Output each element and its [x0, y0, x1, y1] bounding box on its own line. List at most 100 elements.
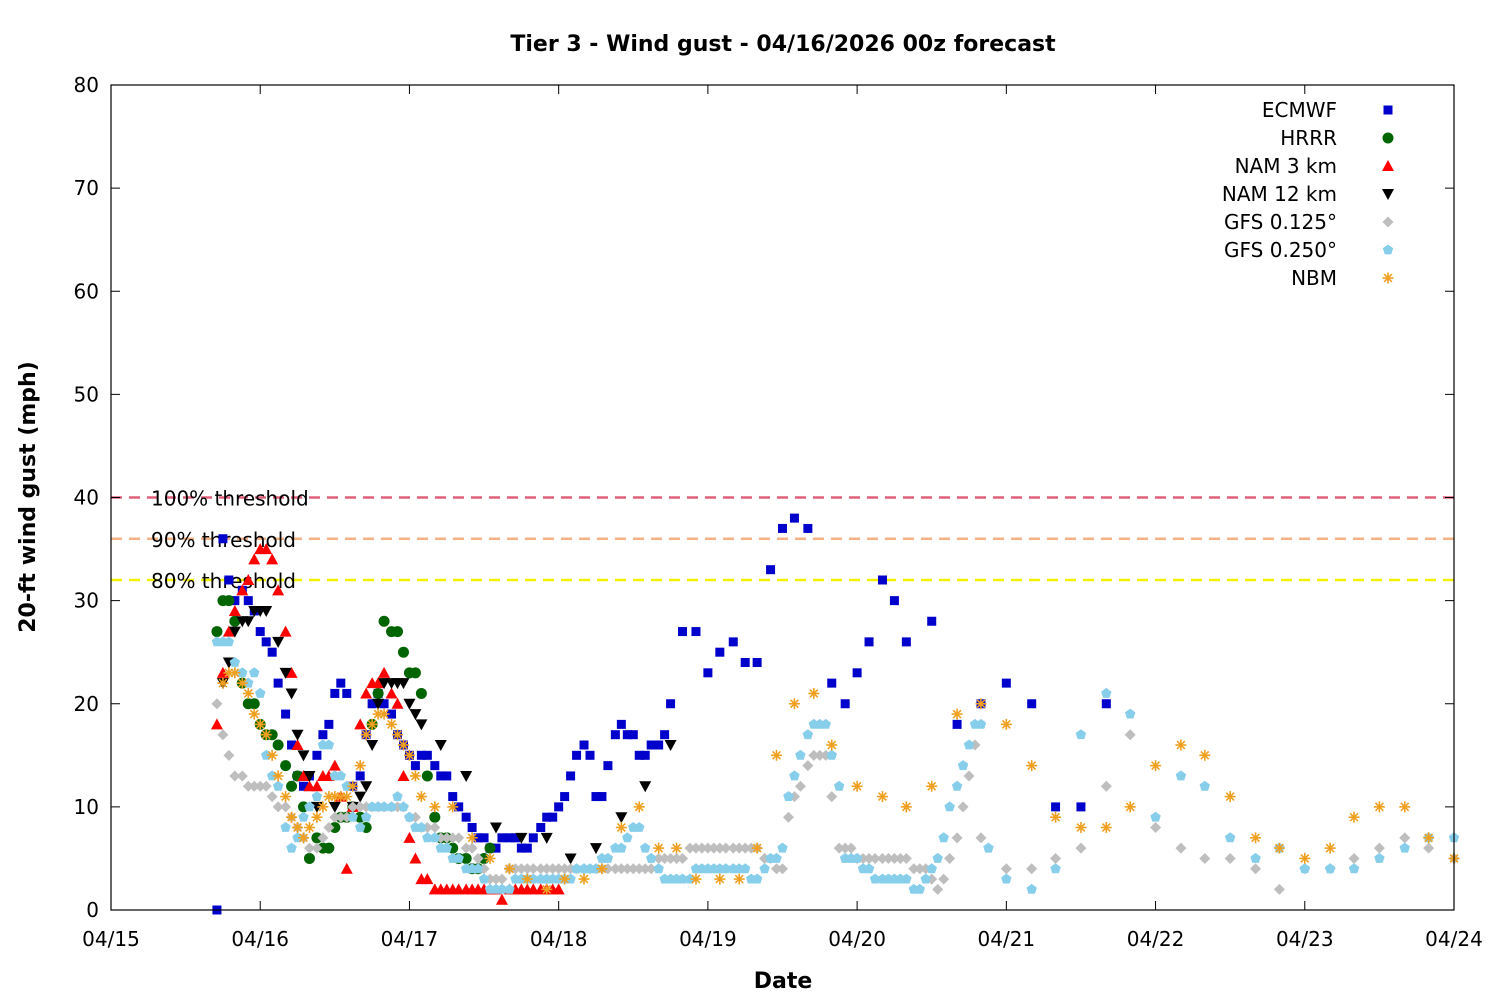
legend-label: ECMWF — [1262, 98, 1337, 122]
data-point — [1399, 832, 1411, 844]
data-point — [379, 699, 389, 709]
data-point — [504, 883, 515, 894]
data-point — [634, 750, 644, 760]
data-point — [1075, 842, 1087, 854]
data-point — [877, 575, 887, 585]
data-point — [1324, 863, 1336, 874]
data-point — [627, 863, 639, 875]
threshold-label: 100% threshold — [151, 487, 309, 511]
legend-label: NAM 12 km — [1222, 182, 1337, 206]
data-point — [228, 626, 241, 638]
data-point — [690, 842, 702, 854]
data-point — [752, 658, 762, 667]
data-point — [403, 698, 416, 710]
data-point — [479, 833, 489, 843]
data-point — [409, 667, 421, 679]
data-point — [720, 842, 732, 854]
data-point — [228, 604, 241, 616]
data-point — [328, 801, 341, 813]
data-point — [645, 863, 657, 875]
x-tick-label: 04/21 — [978, 927, 1036, 951]
data-point — [404, 811, 415, 822]
data-point — [957, 801, 969, 813]
data-point — [778, 523, 787, 533]
data-point — [733, 873, 745, 885]
data-point — [242, 687, 254, 699]
data-point — [621, 863, 633, 875]
data-point — [1124, 801, 1136, 813]
data-point — [678, 627, 688, 637]
data-point — [1051, 802, 1061, 812]
data-point — [1324, 842, 1336, 854]
data-point — [863, 852, 875, 864]
data-point — [589, 843, 602, 855]
data-point — [223, 595, 235, 607]
data-point — [285, 688, 298, 700]
data-point — [1150, 822, 1162, 833]
data-point — [951, 832, 963, 844]
data-point — [298, 781, 308, 791]
data-point — [1273, 842, 1285, 854]
data-point — [303, 770, 316, 782]
data-point — [869, 852, 881, 864]
data-point — [536, 823, 546, 832]
data-point — [963, 770, 975, 782]
data-point — [615, 863, 627, 875]
data-point — [585, 750, 595, 760]
data-point — [273, 678, 283, 688]
data-point — [751, 842, 763, 854]
data-point — [975, 718, 987, 729]
data-point — [869, 873, 881, 884]
data-point — [366, 718, 378, 730]
data-point — [1348, 811, 1360, 823]
data-point — [466, 842, 478, 854]
data-point — [467, 823, 477, 832]
data-point — [453, 832, 465, 844]
data-point — [840, 699, 850, 709]
data-point — [957, 760, 969, 771]
data-point — [900, 852, 912, 864]
data-point — [944, 852, 956, 864]
data-point — [665, 852, 677, 864]
y-axis-label: 20-ft wind gust (mph) — [16, 361, 41, 633]
legend-marker — [1383, 105, 1393, 115]
data-point — [610, 730, 620, 740]
data-point — [286, 811, 298, 823]
data-point — [901, 873, 912, 884]
data-point — [260, 780, 272, 792]
data-point — [510, 833, 520, 843]
data-point — [926, 780, 938, 792]
data-point — [720, 863, 731, 874]
data-point — [421, 873, 434, 885]
data-point — [460, 852, 472, 864]
data-point — [927, 616, 937, 626]
data-point — [952, 719, 962, 729]
data-point — [347, 780, 359, 792]
data-point — [1273, 883, 1285, 895]
data-point — [876, 852, 888, 864]
data-point — [285, 666, 298, 678]
data-point — [484, 842, 496, 854]
data-point — [409, 770, 421, 782]
data-point — [397, 646, 409, 658]
data-point — [448, 792, 458, 802]
data-point — [552, 883, 565, 895]
data-point — [1299, 863, 1310, 874]
data-point — [249, 667, 260, 678]
data-point — [236, 584, 249, 596]
data-point — [272, 739, 284, 751]
data-point — [496, 873, 508, 885]
data-point — [571, 863, 582, 874]
data-point — [975, 698, 987, 710]
data-point — [1348, 863, 1360, 874]
data-point — [490, 873, 502, 885]
legend-marker — [1382, 216, 1394, 228]
data-point — [248, 553, 261, 565]
data-point — [714, 873, 726, 885]
data-point — [1026, 863, 1038, 875]
data-point — [820, 718, 831, 729]
data-point — [409, 709, 422, 721]
data-point — [609, 863, 621, 875]
data-point — [434, 740, 447, 751]
